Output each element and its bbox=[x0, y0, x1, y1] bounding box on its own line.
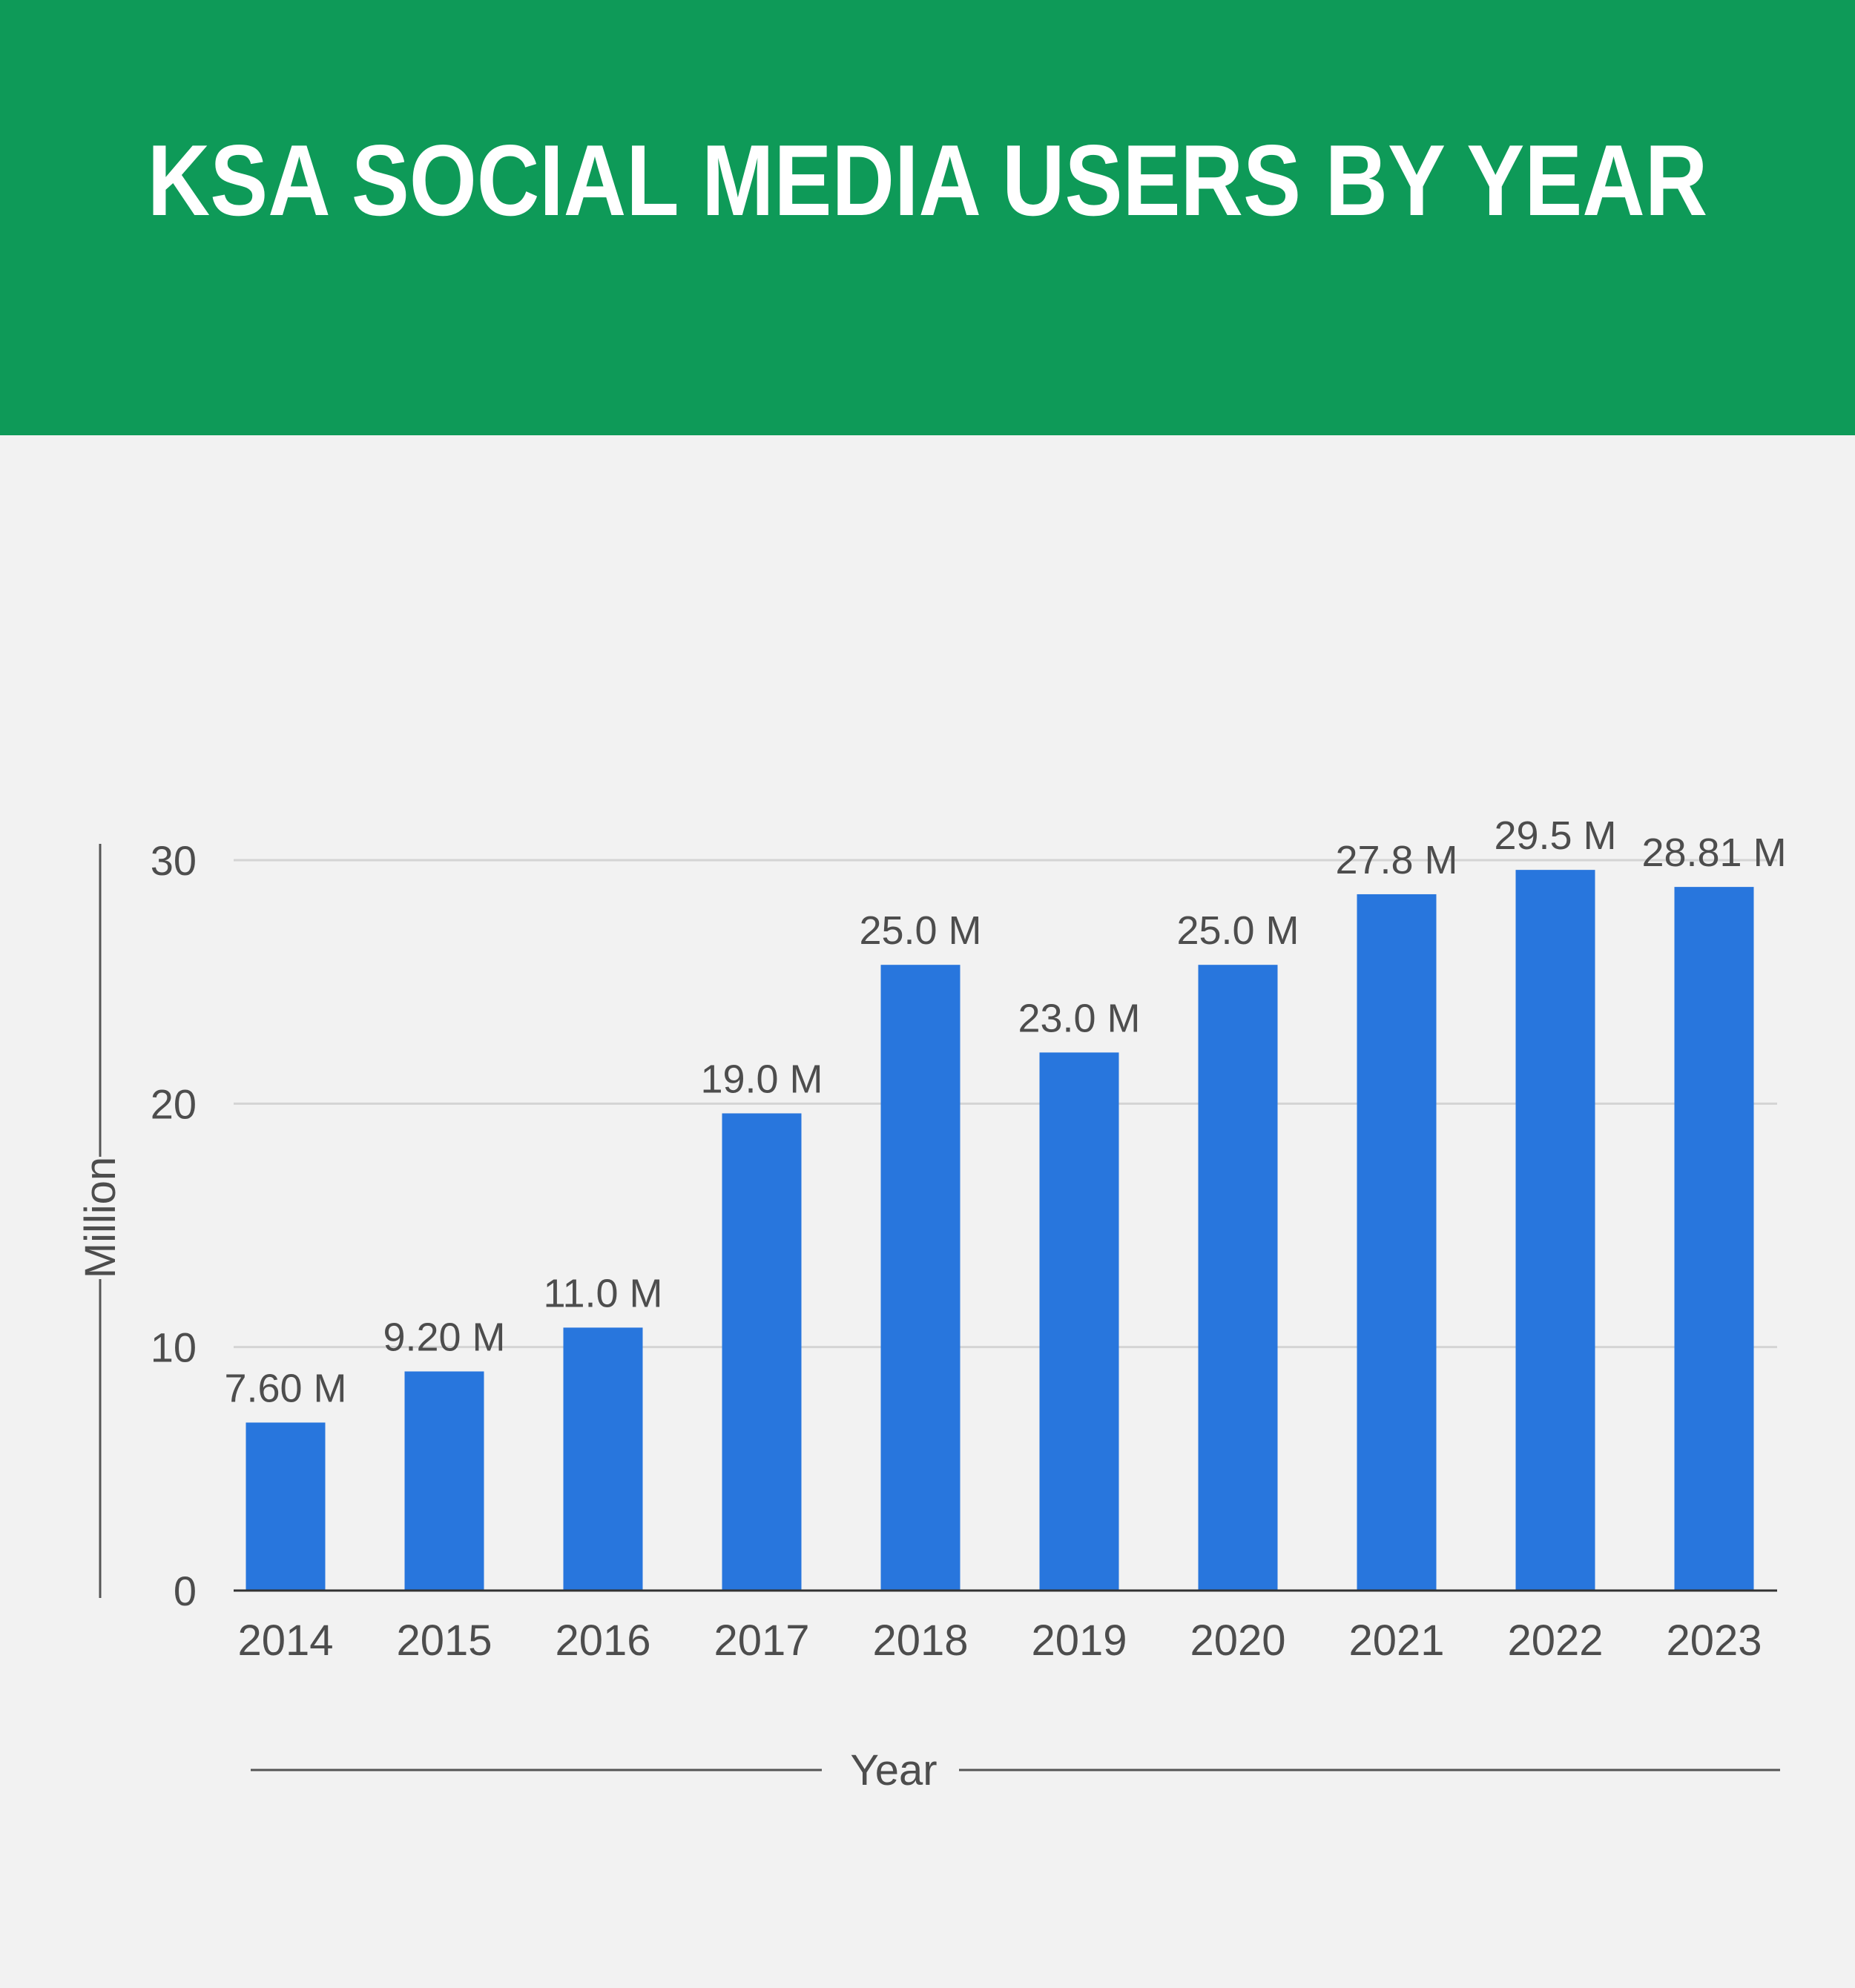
x-axis-title: Year bbox=[850, 1746, 937, 1794]
x-tick-label-2020: 2020 bbox=[1190, 1617, 1285, 1665]
axes: Million Year bbox=[76, 844, 1780, 1794]
x-tick-label-2016: 2016 bbox=[555, 1617, 650, 1665]
y-axis-title: Million bbox=[76, 1157, 125, 1278]
data-label-2023: 28.81 M bbox=[1641, 830, 1786, 875]
data-label-2020: 25.0 M bbox=[1176, 908, 1299, 953]
bar-2017 bbox=[722, 1113, 802, 1591]
data-label-2022: 29.5 M bbox=[1494, 813, 1616, 858]
bars bbox=[246, 870, 1754, 1591]
bar-2023 bbox=[1674, 887, 1754, 1591]
data-label-2019: 23.0 M bbox=[1018, 996, 1140, 1040]
y-tick-label: 0 bbox=[174, 1568, 197, 1614]
x-tick-label-2018: 2018 bbox=[872, 1617, 968, 1665]
data-label-2017: 19.0 M bbox=[700, 1057, 823, 1101]
data-label-2021: 27.8 M bbox=[1335, 838, 1457, 882]
x-tick-label-2022: 2022 bbox=[1507, 1617, 1603, 1665]
x-tick-label-2014: 2014 bbox=[237, 1617, 333, 1665]
chart-title: KSA SOCIAL MEDIA USERS BY YEAR bbox=[147, 124, 1708, 237]
x-tick-label-2021: 2021 bbox=[1348, 1617, 1444, 1665]
bar-2014 bbox=[246, 1422, 326, 1591]
data-label-2016: 11.0 M bbox=[543, 1271, 662, 1315]
data-label-2015: 9.20 M bbox=[383, 1315, 505, 1360]
title-banner: KSA SOCIAL MEDIA USERS BY YEAR bbox=[0, 0, 1855, 435]
bar-2016 bbox=[563, 1327, 643, 1591]
data-label-2018: 25.0 M bbox=[859, 908, 981, 953]
y-tick-label: 10 bbox=[151, 1324, 197, 1371]
bar-2019 bbox=[1039, 1052, 1119, 1591]
x-tick-label-2015: 2015 bbox=[396, 1617, 492, 1665]
x-tick-label-2019: 2019 bbox=[1031, 1617, 1127, 1665]
y-tick-label: 30 bbox=[151, 837, 197, 884]
x-tick-label-2017: 2017 bbox=[714, 1617, 809, 1665]
bar-2022 bbox=[1515, 870, 1595, 1591]
bar-2021 bbox=[1357, 894, 1437, 1591]
bar-2020 bbox=[1198, 965, 1278, 1591]
data-label-2014: 7.60 M bbox=[224, 1366, 346, 1410]
bar-2018 bbox=[880, 965, 961, 1591]
y-tick-label: 20 bbox=[151, 1080, 197, 1127]
bar-2015 bbox=[404, 1371, 484, 1591]
data-labels: 7.60 M 2014 9.20 M 2015 11.0 M 2016 19.0 M 2017… bbox=[224, 813, 1786, 1665]
x-tick-label-2023: 2023 bbox=[1666, 1617, 1762, 1665]
